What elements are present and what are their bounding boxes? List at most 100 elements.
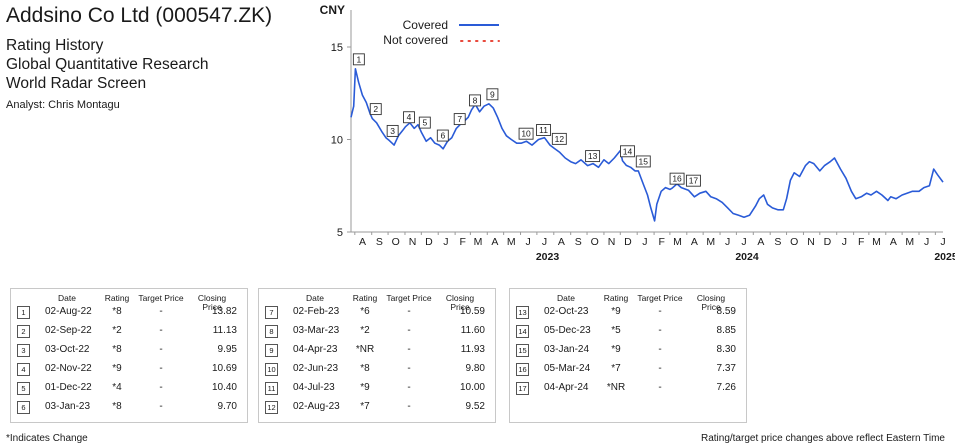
cell-closing-price: 9.52: [465, 401, 485, 412]
row-number: 14: [516, 325, 529, 338]
cell-target-price: -: [658, 382, 662, 393]
header-closing-price: Closing Price: [696, 293, 726, 312]
cell-target-price: -: [658, 363, 662, 374]
cell-rating: *9: [611, 306, 621, 317]
x-year-label: 2024: [735, 251, 759, 263]
x-tick-label: A: [691, 236, 698, 248]
rating-marker-label: 5: [422, 118, 427, 128]
rating-marker-label: 4: [407, 112, 412, 122]
rating-marker-box: [469, 94, 481, 107]
rating-marker-box: [551, 132, 567, 145]
x-tick-label: D: [425, 236, 433, 248]
cell-closing-price: 8.30: [716, 344, 736, 355]
x-year-label: 2025: [934, 251, 955, 263]
table-row: 16 05-Mar-24 *7 - 7.37: [510, 360, 746, 379]
rating-marker-box: [486, 88, 499, 101]
cell-closing-price: 11.13: [212, 325, 237, 336]
cell-target-price: -: [159, 382, 163, 393]
subtitle-screen-name: World Radar Screen: [6, 75, 147, 92]
cell-date: 02-Oct-23: [544, 306, 589, 317]
row-number: 9: [265, 344, 278, 357]
legend-label-not-covered: Not covered: [383, 33, 448, 47]
x-tick-label: M: [474, 236, 483, 248]
rating-marker-label: 1: [356, 54, 361, 64]
header-date: Date: [557, 293, 575, 303]
cell-rating: *6: [360, 306, 370, 317]
rating-marker-label: 14: [623, 146, 633, 156]
rating-marker-label: 8: [473, 95, 478, 105]
row-number: 8: [265, 325, 278, 338]
cell-date: 02-Aug-22: [45, 306, 92, 317]
x-tick-label: J: [443, 236, 448, 248]
cell-date: 03-Oct-22: [45, 344, 90, 355]
table-row: 11 04-Jul-23 *9 - 10.00: [259, 379, 495, 398]
table-row: 17 04-Apr-24 *NR - 7.26: [510, 379, 746, 398]
cell-closing-price: 10.59: [459, 306, 485, 317]
cell-target-price: -: [407, 306, 411, 317]
x-tick-label: A: [890, 236, 897, 248]
rating-marker-box: [453, 113, 466, 126]
row-number: 11: [265, 382, 278, 395]
cell-closing-price: 9.80: [465, 363, 485, 374]
header-target-price: Target Price: [637, 293, 683, 303]
cell-target-price: -: [159, 363, 163, 374]
x-tick-label: D: [824, 236, 832, 248]
cell-rating: *2: [360, 325, 370, 336]
cell-date: 04-Jul-23: [293, 382, 335, 393]
x-tick-label: A: [558, 236, 565, 248]
cell-date: 03-Jan-23: [45, 401, 91, 412]
cell-rating: *8: [360, 363, 370, 374]
row-number: 1: [17, 306, 30, 319]
cell-rating: *8: [112, 306, 122, 317]
rating-marker-label: 16: [672, 174, 682, 184]
row-number: 3: [17, 344, 30, 357]
rating-marker-label: 13: [588, 151, 598, 161]
rating-marker-label: 17: [689, 176, 699, 186]
y-tick-label: 15: [331, 42, 343, 54]
header-rating: Rating: [603, 293, 629, 303]
cell-closing-price: 9.70: [217, 401, 237, 412]
series-line-covered: [350, 68, 944, 222]
cell-rating: *NR: [355, 344, 375, 355]
cell-target-price: -: [159, 325, 163, 336]
rating-marker-box: [620, 145, 635, 158]
cell-rating: *7: [611, 363, 621, 374]
rating-marker-label: 7: [457, 114, 462, 124]
cell-rating: *9: [360, 382, 370, 393]
rating-marker-box: [669, 172, 685, 185]
cell-date: 05-Mar-24: [544, 363, 591, 374]
rating-marker-label: 3: [390, 126, 395, 136]
y-tick-label: 10: [331, 135, 343, 147]
row-number: 10: [265, 363, 278, 376]
cell-date: 02-Feb-23: [293, 306, 340, 317]
cell-target-price: -: [159, 306, 163, 317]
cell-target-price: -: [159, 344, 163, 355]
header-date: Date: [58, 293, 76, 303]
cell-target-price: -: [658, 306, 662, 317]
table-row: 6 03-Jan-23 *8 - 9.70: [11, 398, 247, 417]
cell-target-price: -: [407, 363, 411, 374]
cell-closing-price: 11.93: [460, 344, 485, 355]
cell-date: 05-Dec-23: [544, 325, 591, 336]
cell-closing-price: 7.26: [716, 382, 736, 393]
rating-marker-box: [585, 150, 601, 163]
rating-table: Date Rating Target Price Closing Price 1 02-A…: [10, 288, 248, 423]
table-row: 10 02-Jun-23 *8 - 9.80: [259, 360, 495, 379]
footnote-change: *Indicates Change: [6, 433, 88, 444]
header-target-price: Target Price: [386, 293, 432, 303]
x-tick-label: O: [591, 236, 599, 248]
y-axis-unit-label: CNY: [320, 3, 345, 17]
rating-marker-label: 2: [373, 104, 378, 114]
table-row: 15 03-Jan-24 *9 - 8.30: [510, 341, 746, 360]
analyst-name: Analyst: Chris Montagu: [6, 99, 120, 111]
table-row: 5 01-Dec-22 *4 - 10.40: [11, 379, 247, 398]
cell-rating: *7: [360, 401, 370, 412]
legend-label-covered: Covered: [403, 18, 448, 32]
cell-rating: *4: [112, 382, 122, 393]
cell-closing-price: 7.37: [716, 363, 736, 374]
x-tick-label: S: [774, 236, 781, 248]
rating-marker-box: [685, 174, 701, 187]
x-tick-label: J: [741, 236, 746, 248]
cell-target-price: -: [159, 401, 163, 412]
